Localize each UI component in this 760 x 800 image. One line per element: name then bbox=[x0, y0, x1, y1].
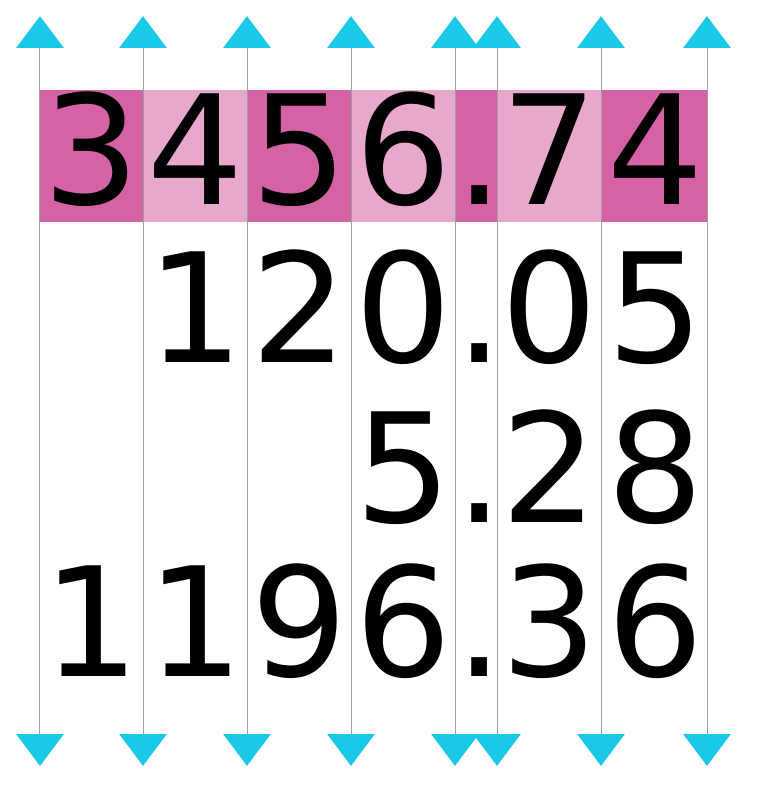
arrow-up-icon bbox=[577, 16, 625, 48]
number-row: 1 2 0 . 0 5 bbox=[0, 221, 760, 398]
digit-cell: 7 bbox=[500, 63, 598, 240]
column-guide bbox=[455, 40, 456, 758]
digit-cell: 2 bbox=[250, 221, 348, 398]
highlight-band bbox=[601, 90, 707, 222]
highlight-band bbox=[497, 90, 601, 222]
arrow-up-icon bbox=[431, 16, 479, 48]
arrow-down-icon bbox=[431, 734, 479, 766]
column-guide bbox=[601, 40, 602, 758]
highlight-band bbox=[351, 90, 455, 222]
arrow-up-icon bbox=[327, 16, 375, 48]
arrow-down-icon bbox=[683, 734, 731, 766]
arrow-down-icon bbox=[16, 734, 64, 766]
arrow-up-icon bbox=[223, 16, 271, 48]
digit-cell: 3 bbox=[500, 535, 598, 712]
digit-cell: 0 bbox=[354, 221, 452, 398]
digit-cell: 0 bbox=[500, 221, 598, 398]
number-row: 1 1 9 6 . 3 6 bbox=[0, 535, 760, 712]
decimal-point: . bbox=[455, 221, 504, 398]
digit-cell: 1 bbox=[42, 535, 140, 712]
column-guide bbox=[497, 40, 498, 758]
arrow-down-icon bbox=[473, 734, 521, 766]
digit-cell: 6 bbox=[354, 535, 452, 712]
digit-cell: 1 bbox=[146, 221, 244, 398]
arrow-up-icon bbox=[473, 16, 521, 48]
decimal-point: . bbox=[455, 381, 504, 558]
column-guide bbox=[707, 40, 708, 758]
digit-cell: 8 bbox=[606, 381, 704, 558]
arrow-down-icon bbox=[223, 734, 271, 766]
arrow-up-icon bbox=[119, 16, 167, 48]
digit-cell: 2 bbox=[500, 381, 598, 558]
digit-cell: 4 bbox=[606, 63, 704, 240]
column-guide bbox=[39, 40, 40, 758]
decimal-point: . bbox=[455, 63, 504, 240]
digit-cell: 9 bbox=[250, 535, 348, 712]
digit-cell: 6 bbox=[354, 63, 452, 240]
decimal-point: . bbox=[455, 535, 504, 712]
column-guide bbox=[247, 40, 248, 758]
digit-cell: 1 bbox=[146, 535, 244, 712]
digit-cell: 5 bbox=[250, 63, 348, 240]
digit-cell: 4 bbox=[146, 63, 244, 240]
digit-cell: 6 bbox=[606, 535, 704, 712]
highlight-band bbox=[455, 90, 497, 222]
digit-cell: 3 bbox=[42, 63, 140, 240]
digit-cell: 5 bbox=[354, 381, 452, 558]
column-guide bbox=[143, 40, 144, 758]
number-row: 5 . 2 8 bbox=[0, 381, 760, 558]
number-row: 3 4 5 6 . 7 4 bbox=[0, 63, 760, 240]
highlight-band bbox=[247, 90, 351, 222]
arrow-down-icon bbox=[119, 734, 167, 766]
highlight-band bbox=[143, 90, 247, 222]
arrow-down-icon bbox=[327, 734, 375, 766]
arrow-up-icon bbox=[683, 16, 731, 48]
arrow-down-icon bbox=[577, 734, 625, 766]
highlight-band bbox=[39, 90, 143, 222]
column-guide bbox=[351, 40, 352, 758]
arrow-up-icon bbox=[16, 16, 64, 48]
digit-cell: 5 bbox=[606, 221, 704, 398]
